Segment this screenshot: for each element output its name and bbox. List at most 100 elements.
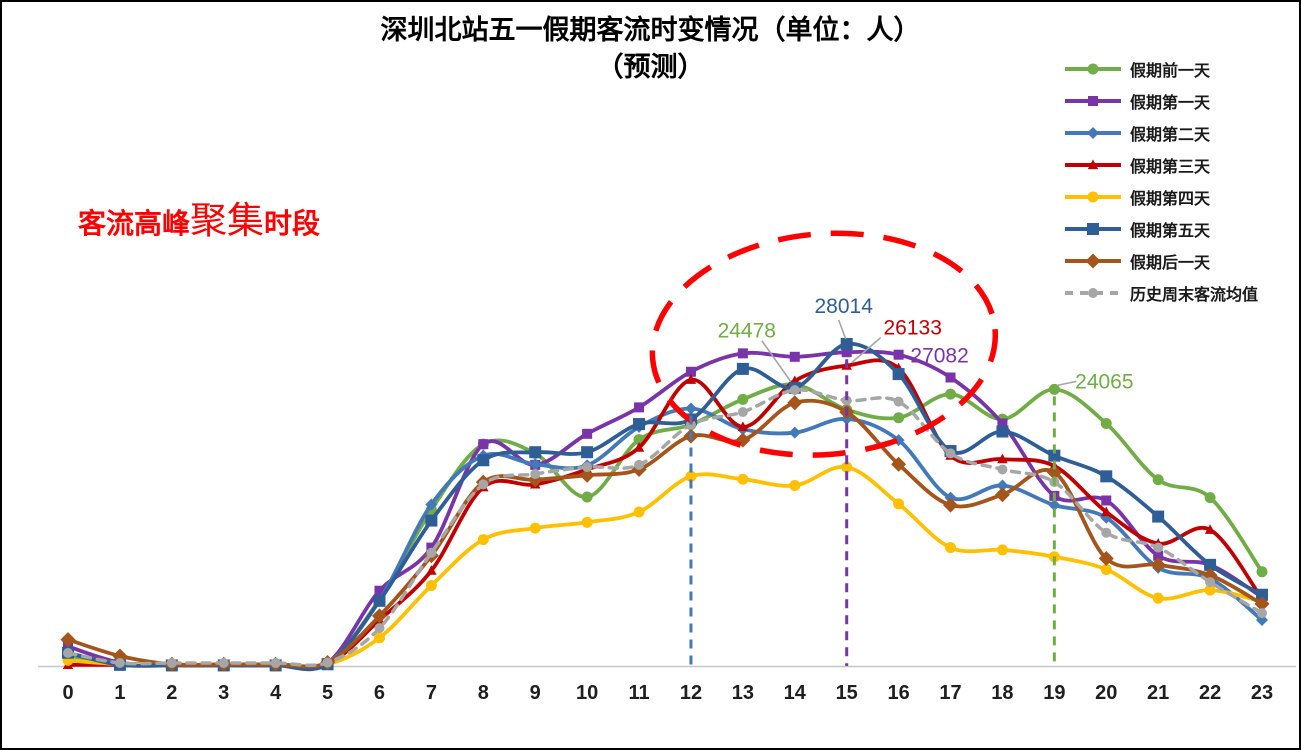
series-5-marker-h18: [996, 425, 1009, 438]
series-4-marker-h20: [1100, 563, 1112, 575]
series-5-marker-h19: [1048, 449, 1061, 462]
series-2-marker-h20: [1100, 511, 1113, 524]
series-1-marker-h6: [374, 585, 385, 596]
series-4-marker-h21: [1152, 592, 1164, 604]
legend-marker-6: [1085, 253, 1101, 269]
x-tick-label-0: 0: [62, 682, 73, 704]
legend-marker-4: [1087, 191, 1099, 203]
series-6-marker-h10: [579, 467, 595, 483]
series-0-marker-h20: [1100, 417, 1112, 429]
x-tick-label-20: 20: [1095, 682, 1117, 704]
x-tick-label-16: 16: [887, 682, 909, 704]
series-7-marker-h13: [737, 406, 748, 417]
x-tick-label-14: 14: [784, 682, 807, 704]
series-2-marker-h7: [425, 498, 438, 511]
series-4-marker-h10: [581, 516, 593, 528]
series-7-marker-h15: [841, 395, 852, 406]
legend-label-6: 假期后一天: [1130, 255, 1211, 272]
legend-item-6: 假期后一天: [1064, 245, 1258, 277]
x-tick-label-17: 17: [939, 682, 961, 704]
series-7-marker-h10: [582, 462, 593, 473]
series-7-marker-h7: [426, 547, 437, 558]
x-tick-label-21: 21: [1147, 682, 1169, 704]
x-tick-label-10: 10: [576, 682, 598, 704]
series-3-marker-h18: [997, 453, 1008, 464]
legend-swatch-1: [1065, 96, 1121, 106]
series-line-0: [66, 382, 1264, 671]
legend-label-0: 假期前一天: [1130, 63, 1211, 80]
series-3-marker-h20: [1101, 506, 1112, 517]
series-7-marker-h2: [166, 658, 177, 669]
series-1-marker-h14: [789, 351, 800, 362]
series-5-marker-h16: [892, 368, 905, 381]
series-0-marker-h23: [1256, 566, 1268, 578]
series-4-marker-h17: [945, 542, 957, 554]
label-leader-24065: [1057, 380, 1077, 387]
peak-annotation-emphasis: 聚集: [190, 200, 265, 241]
series-7-marker-h5: [322, 657, 333, 668]
series-2-marker-h12: [684, 402, 697, 415]
peak-period-annotation: 客流高峰聚集时段: [78, 190, 320, 244]
legend-label-7: 历史周末客流均值: [1130, 287, 1259, 304]
series-5-marker-h8: [477, 454, 490, 467]
series-7-marker-h11: [634, 459, 645, 470]
x-tick-label-13: 13: [732, 682, 754, 704]
series-2-marker-h14: [788, 426, 801, 439]
x-tick-label-2: 2: [166, 682, 177, 704]
legend-swatch-2: [1065, 127, 1121, 139]
x-tick-label-15: 15: [836, 682, 858, 704]
legend-marker-3: [1087, 159, 1099, 170]
x-tick-label-12: 12: [680, 682, 702, 704]
series-1-marker-h13: [737, 348, 748, 359]
legend-item-7: 历史周末客流均值: [1064, 277, 1258, 309]
peak-ellipse: [649, 230, 999, 458]
series-0-marker-h19: [1048, 383, 1060, 395]
legend-marker-7: [1088, 288, 1098, 298]
series-7-marker-h16: [893, 396, 904, 407]
series-3-marker-h7: [426, 565, 437, 575]
series-5-marker-h13: [736, 362, 749, 375]
legend-item-2: 假期第二天: [1064, 117, 1258, 149]
x-tick-label-1: 1: [114, 682, 125, 704]
series-1-marker-h8: [478, 439, 489, 450]
series-7-marker-h14: [789, 385, 800, 396]
series-2-marker-h19: [1048, 499, 1061, 512]
series-4-marker-h18: [996, 544, 1008, 556]
x-tick-label-8: 8: [478, 682, 489, 704]
series-4-marker-h7: [425, 580, 437, 592]
series-7-marker-h0: [63, 648, 73, 659]
series-4-marker-h13: [737, 473, 749, 485]
series-4-marker-h8: [477, 534, 489, 546]
legend-swatch-4: [1065, 191, 1121, 203]
series-7-marker-h8: [478, 479, 489, 490]
series-4-marker-h22: [1204, 584, 1216, 596]
x-tick-label-7: 7: [426, 682, 437, 704]
x-tick-label-5: 5: [322, 682, 333, 704]
series-0-marker-h10: [581, 491, 593, 503]
series-7-marker-h9: [530, 469, 541, 480]
series-1-marker-h18: [997, 418, 1008, 429]
series-4-marker-h12: [685, 470, 697, 482]
series-6-marker-h19: [1046, 464, 1062, 480]
x-tick-label-19: 19: [1043, 682, 1065, 704]
x-tick-label-3: 3: [218, 682, 229, 704]
series-1-marker-h20: [1101, 495, 1112, 506]
series-1-marker-h11: [634, 402, 645, 413]
series-6-marker-h14: [787, 395, 803, 411]
series-5-marker-h21: [1152, 510, 1165, 523]
series-1-marker-h21: [1153, 550, 1164, 561]
series-4-marker-h9: [529, 522, 541, 534]
legend-item-4: 假期第四天: [1064, 181, 1258, 213]
point-label-27082: 27082: [910, 345, 968, 368]
series-0-marker-h13: [737, 393, 749, 405]
series-6-marker-h16: [891, 456, 907, 472]
chart-title-line2: （预测）: [596, 52, 705, 82]
series-1-marker-h7: [426, 542, 437, 553]
legend-marker-0: [1087, 63, 1099, 75]
series-5-marker-h20: [1100, 470, 1113, 483]
series-1-marker-h15: [841, 347, 852, 358]
legend-item-5: 假期第五天: [1064, 213, 1258, 245]
series-4-marker-h15: [841, 461, 853, 473]
series-1-marker-h12: [685, 366, 696, 377]
